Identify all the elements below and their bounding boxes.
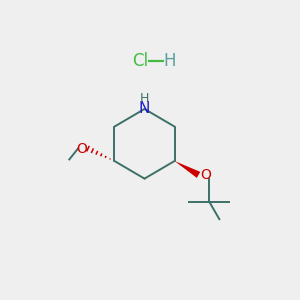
Text: Cl: Cl <box>132 52 148 70</box>
Text: H: H <box>140 92 149 106</box>
Text: O: O <box>200 168 211 182</box>
Polygon shape <box>175 161 200 178</box>
Text: N: N <box>139 101 150 116</box>
Text: H: H <box>163 52 175 70</box>
Text: O: O <box>76 142 87 156</box>
